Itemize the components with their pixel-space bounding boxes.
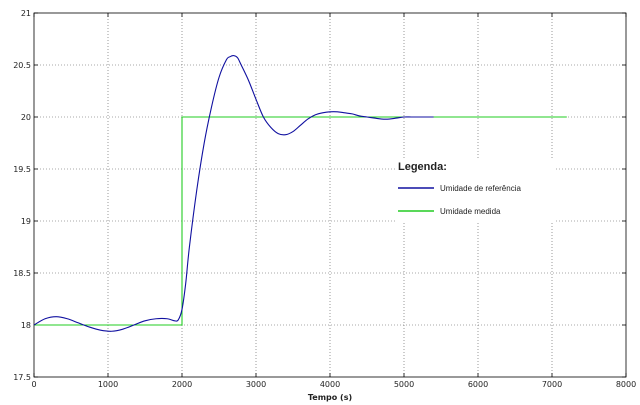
legend-label-reference: Umidade de referência bbox=[440, 184, 521, 193]
y-tick-label: 20 bbox=[21, 113, 31, 122]
legend-title: Legenda: bbox=[398, 161, 447, 173]
x-tick-label: 5000 bbox=[394, 380, 414, 389]
x-tick-label: 8000 bbox=[616, 380, 636, 389]
y-tick-label: 20.5 bbox=[13, 61, 31, 70]
x-tick-label: 3000 bbox=[246, 380, 266, 389]
y-tick-label: 19.5 bbox=[13, 165, 31, 174]
y-tick-label: 21 bbox=[21, 9, 31, 18]
legend-label-measured: Umidade medida bbox=[440, 207, 501, 216]
x-tick-label: 1000 bbox=[98, 380, 118, 389]
series-line-measured bbox=[34, 116, 567, 326]
series-lines bbox=[33, 55, 567, 332]
y-tick-label: 17.5 bbox=[13, 373, 31, 382]
series-line-reference bbox=[33, 55, 434, 332]
x-tick-label: 6000 bbox=[468, 380, 488, 389]
y-tick-label: 18.5 bbox=[13, 269, 31, 278]
x-tick-label: 2000 bbox=[172, 380, 192, 389]
x-tick-label: 7000 bbox=[542, 380, 562, 389]
x-tick-label: 0 bbox=[31, 380, 36, 389]
x-tick-label: 4000 bbox=[320, 380, 340, 389]
y-tick-label: 19 bbox=[21, 217, 31, 226]
x-axis-title: Tempo (s) bbox=[308, 393, 352, 402]
y-tick-label: 18 bbox=[21, 321, 31, 330]
legend: Legenda: Umidade de referência Umidade m… bbox=[395, 160, 555, 222]
axis-ticks: 0 1000 2000 3000 4000 5000 6000 7000 8000 17.5 18 1… bbox=[13, 9, 636, 389]
